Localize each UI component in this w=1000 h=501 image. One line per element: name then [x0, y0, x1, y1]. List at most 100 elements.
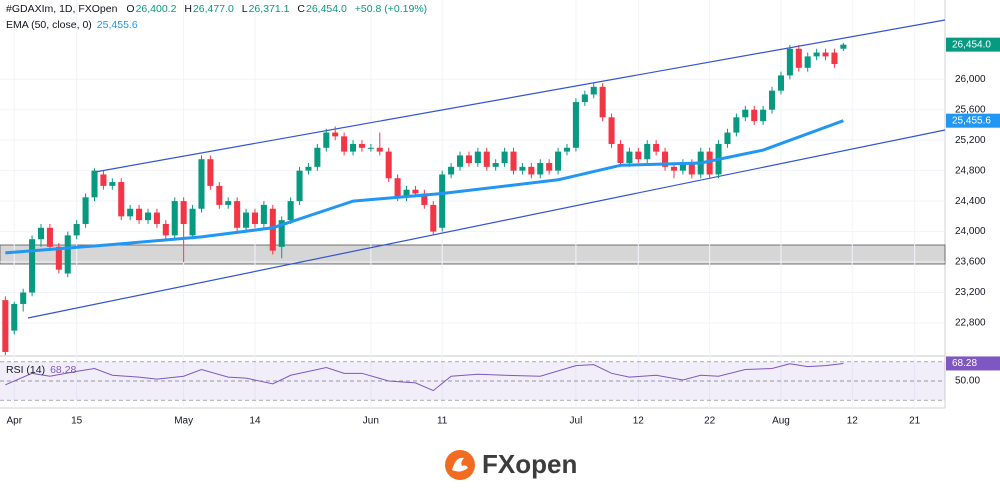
candle-body: [332, 132, 339, 137]
candle-body: [2, 300, 9, 352]
zone-rect: [0, 244, 946, 265]
candle-body: [64, 235, 71, 274]
candle-body: [706, 151, 713, 175]
candle-body: [813, 52, 820, 57]
x-tick-label: Apr: [6, 416, 22, 427]
candle-body: [73, 223, 80, 236]
last-price-label: 26,454.0: [952, 39, 991, 50]
candle-body: [127, 208, 134, 217]
candle-body: [46, 227, 53, 247]
candle-body: [537, 163, 544, 175]
candle-body: [546, 163, 553, 171]
logo-glyph: [452, 457, 468, 472]
candle-body: [599, 86, 606, 118]
candle-body: [430, 204, 437, 232]
candle-body: [207, 159, 214, 186]
candle-body: [412, 189, 419, 194]
candle-body: [644, 143, 651, 160]
candle-body: [314, 147, 321, 167]
rsi-box: [946, 356, 1000, 371]
rsi-name: RSI (14): [6, 364, 46, 376]
candle-body: [733, 117, 740, 133]
candle-body: [822, 52, 829, 57]
candle-body: [679, 163, 686, 171]
candle-body: [29, 239, 36, 293]
candle-body: [269, 208, 276, 251]
y-tick-label: 24,000: [955, 226, 986, 237]
candle-body: [323, 132, 330, 148]
rsi-value: 68.28: [50, 364, 77, 376]
candle-body: [305, 166, 312, 171]
x-tick-label: 15: [71, 416, 83, 427]
candle-body: [385, 151, 392, 179]
candle-body: [572, 102, 579, 148]
legend-key: L: [241, 3, 248, 15]
candle-body: [528, 166, 535, 175]
candle-body: [20, 292, 27, 304]
channel: [27, 19, 946, 319]
x-tick-label: Aug: [772, 416, 790, 427]
candle-body: [341, 136, 348, 152]
candle-body: [456, 155, 464, 167]
x-tick-label: May: [174, 416, 193, 427]
candle-body: [278, 220, 285, 247]
candle-body: [11, 303, 18, 331]
channel-lower: [27, 129, 946, 319]
change: +50.8 (+0.19%): [354, 3, 428, 15]
candle-body: [724, 132, 731, 144]
candle-body: [144, 212, 152, 221]
logo-text: FXopen: [482, 449, 577, 479]
axes: Apr 15 May 14 Jun 11 Jul 12 22 Aug 12 21 22,800 23,20…: [6, 37, 1000, 427]
candle-body: [581, 94, 588, 103]
x-tick-label: 21: [909, 416, 921, 427]
candle-body: [501, 151, 508, 164]
legend-key: O: [126, 3, 135, 15]
candle-body: [180, 201, 187, 224]
candle-body: [777, 75, 784, 91]
candle-body: [243, 212, 250, 228]
candle-body: [492, 163, 499, 167]
candle-body: [376, 147, 383, 152]
candle-body: [769, 90, 776, 110]
legend-row: #GDAXIm, 1D, FXOpen O26,400.2 H26,477.0 …: [6, 3, 432, 15]
candle-body: [421, 193, 428, 205]
candle-body: [510, 151, 517, 171]
ema-name: EMA (50, close, 0): [6, 19, 92, 31]
candle-body: [136, 208, 143, 221]
plot: [2, 42, 847, 392]
x-tick-label: 14: [249, 416, 261, 427]
legend-key: H: [184, 3, 192, 15]
x-tick-label: 11: [437, 416, 448, 427]
candle-body: [100, 174, 107, 186]
candle-body: [555, 151, 562, 171]
legend-key: C: [297, 3, 305, 15]
candle-body: [742, 109, 749, 118]
y-tick-label: 25,200: [955, 135, 986, 146]
x-tick-label: 12: [633, 416, 645, 427]
candle-body: [563, 147, 571, 152]
candle-body: [118, 182, 125, 217]
ema-box: [946, 113, 1000, 128]
channel-upper: [94, 19, 946, 173]
ema-label: 25,455.6: [952, 115, 991, 126]
ema-value: 25,455.6: [96, 19, 138, 31]
candle-body: [225, 201, 232, 205]
candle-body: [350, 143, 357, 152]
candle-body: [483, 151, 490, 167]
candle-body: [394, 178, 401, 198]
candle-body: [760, 109, 767, 122]
candle-body: [608, 117, 615, 144]
candle-body: [234, 201, 241, 228]
candle-body: [448, 166, 455, 175]
candle-body: [189, 208, 196, 236]
candle-body: [260, 204, 267, 224]
x-tick-label: 12: [847, 416, 859, 427]
candle-body: [216, 185, 223, 205]
y-tick-label: 22,800: [955, 318, 986, 329]
candle-body: [109, 182, 116, 186]
rsi-label: 68.28: [952, 358, 977, 369]
candle-body: [804, 56, 811, 68]
candle-body: [786, 48, 793, 76]
candle-body: [474, 151, 481, 164]
candle-body: [688, 163, 695, 175]
